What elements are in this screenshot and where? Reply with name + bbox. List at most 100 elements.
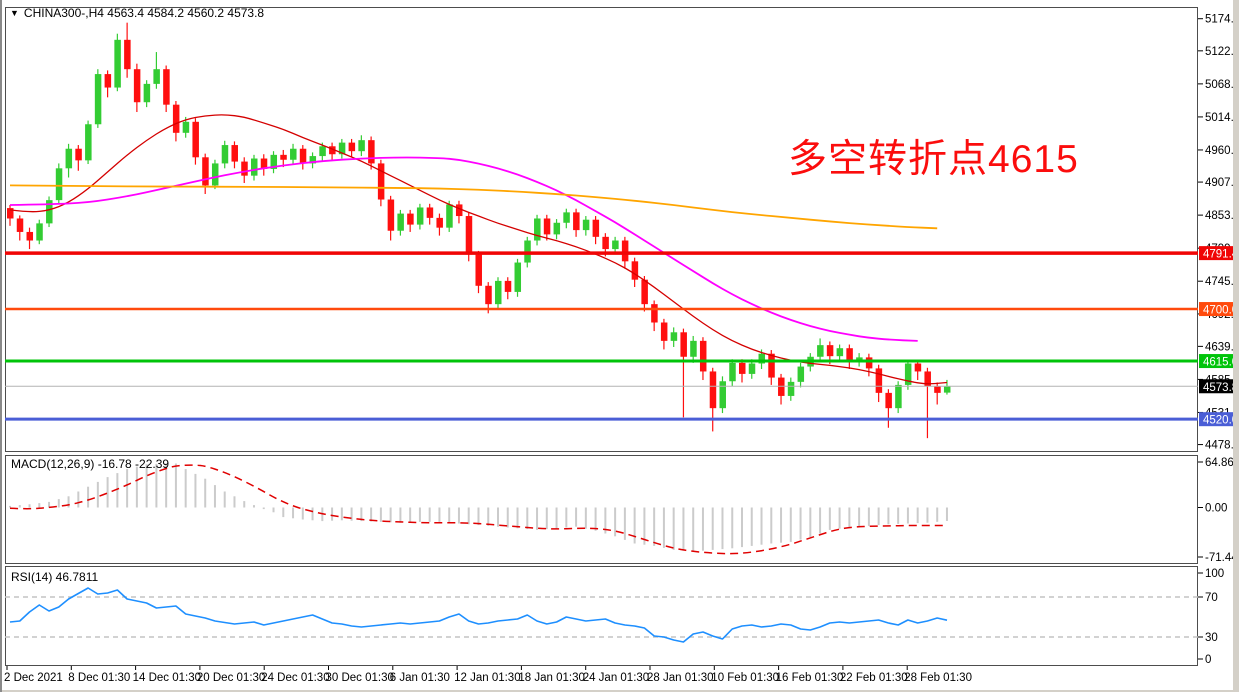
candle-body	[280, 154, 287, 160]
axis-tick-label: 30	[1205, 632, 1218, 644]
candle-body	[260, 158, 268, 169]
candle-body	[651, 304, 658, 323]
candle-body	[553, 222, 561, 235]
candle-body	[621, 240, 629, 262]
candle-body	[758, 353, 766, 364]
candle-body	[172, 104, 180, 133]
candle-body	[514, 262, 522, 292]
candle-body	[455, 204, 463, 217]
candle-body	[202, 157, 209, 186]
candle-body	[914, 363, 922, 372]
candle-body	[114, 39, 121, 88]
candle-body	[270, 154, 278, 169]
candle-body	[16, 218, 24, 232]
price-badge-4615.0: 4615.0	[1199, 354, 1239, 369]
price-scale[interactable]: 5174.5 5122.0 5068.0 5014.0 4960.0 4907.5 4853…	[1198, 14, 1239, 666]
rsi-line	[9, 587, 948, 643]
candle-body	[748, 363, 756, 374]
price-pane	[5, 7, 1198, 452]
candle-body	[787, 381, 795, 396]
candle-body	[231, 145, 238, 162]
axis-tick-label: 4853.5	[1205, 210, 1239, 222]
candle-body	[94, 74, 102, 125]
candle-body	[885, 392, 892, 409]
candle-body	[690, 340, 697, 357]
candle-body	[26, 231, 34, 241]
candle-body	[436, 217, 443, 228]
candle-body	[895, 384, 902, 409]
candle-body	[104, 74, 112, 88]
svg-text:4573.8: 4573.8	[1203, 382, 1238, 394]
candle-body	[582, 219, 590, 231]
candle-body	[612, 240, 619, 250]
candle-body	[592, 219, 600, 237]
candle-body	[670, 332, 678, 341]
candle-body	[495, 280, 502, 305]
candle-body	[290, 148, 297, 160]
candle-body	[7, 208, 14, 219]
price-badge-4520.0: 4520.0	[1199, 412, 1239, 427]
axis-tick-label: 4745.5	[1205, 276, 1239, 288]
candle-body	[153, 69, 160, 84]
candle-body	[358, 140, 365, 152]
candle-body	[85, 124, 92, 161]
candle-body	[377, 163, 385, 200]
symbol-title-text: CHINA300-,H4 4563.4 4584.2 4560.2 4573.8	[23, 6, 265, 20]
candle-body	[55, 168, 63, 201]
candlestick-series	[7, 22, 951, 439]
macd-series	[9, 463, 948, 555]
candle-body	[446, 204, 453, 228]
candle-body	[65, 148, 73, 169]
candle-body	[251, 158, 258, 176]
candle-body	[143, 83, 151, 103]
candle-body	[797, 366, 805, 382]
chart-annotation: 多空转折点4615	[788, 138, 1079, 181]
candle-body	[602, 236, 609, 250]
candle-body	[133, 69, 141, 103]
rsi-series	[5, 587, 1198, 643]
axis-tick-label: 4478.5	[1205, 440, 1239, 452]
candle-body	[348, 142, 356, 152]
candle-body	[846, 348, 853, 362]
ma-fast-red	[9, 114, 948, 385]
candle-body	[475, 254, 482, 286]
axis-tick-label: 4907.5	[1205, 177, 1239, 189]
time-tick-label: 18 Jan 01:30	[518, 672, 585, 684]
candle-body	[534, 218, 541, 241]
candle-body	[211, 163, 219, 186]
axis-tick-label: 64.86	[1205, 457, 1234, 469]
rsi-indicator-label: RSI(14) 46.7811	[11, 570, 99, 584]
candle-body	[709, 371, 717, 409]
candle-body	[943, 386, 951, 393]
time-tick-label: 20 Dec 01:30	[197, 672, 265, 684]
candle-body	[416, 207, 424, 225]
candle-body	[319, 146, 326, 157]
svg-text:4791.4: 4791.4	[1203, 249, 1239, 261]
candle-body	[680, 332, 687, 357]
time-tick-label: 28 Feb 01:30	[904, 672, 972, 684]
candle-body	[465, 216, 473, 255]
macd-indicator-label: MACD(12,26,9) -16.78 -22.39	[11, 457, 170, 471]
candle-body	[768, 353, 775, 378]
svg-text:4520.0: 4520.0	[1203, 415, 1238, 427]
symbol-title: ▼ CHINA300-,H4 4563.4 4584.2 4560.2 4573…	[10, 6, 264, 20]
macd-pane	[5, 455, 1198, 564]
axis-tick-label: 5014.0	[1205, 112, 1239, 124]
axis-tick-label: -71.44	[1205, 552, 1238, 564]
price-badge-4700.0: 4700.0	[1199, 302, 1239, 317]
window-bottom-edge	[2, 690, 1239, 692]
time-tick-label: 2 Dec 2021	[4, 672, 63, 684]
candle-body	[631, 261, 639, 280]
time-tick-label: 14 Dec 01:30	[133, 672, 201, 684]
axis-tick-label: 5122.0	[1205, 46, 1239, 58]
symbol-dropdown-icon[interactable]: ▼	[10, 7, 19, 18]
macd-signal-line	[9, 464, 948, 555]
candle-body	[221, 145, 229, 164]
axis-tick-label: 70	[1205, 592, 1218, 604]
candle-body	[426, 207, 434, 218]
time-tick-label: 30 Dec 01:30	[326, 672, 394, 684]
candle-body	[729, 362, 736, 382]
